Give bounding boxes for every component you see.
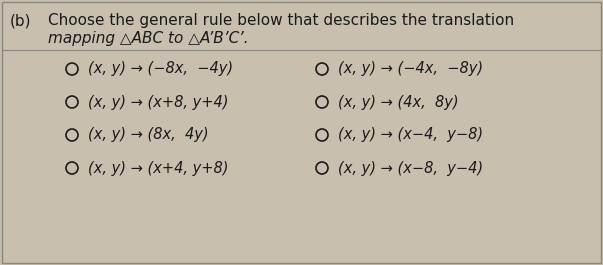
Text: (x, y) → (8x,  4y): (x, y) → (8x, 4y) xyxy=(88,127,209,143)
Text: Choose the general rule below that describes the translation: Choose the general rule below that descr… xyxy=(48,13,514,28)
Text: (x, y) → (x−4,  y−8): (x, y) → (x−4, y−8) xyxy=(338,127,483,143)
Text: (x, y) → (x+8, y+4): (x, y) → (x+8, y+4) xyxy=(88,95,229,109)
Text: mapping △ABC to △A’B’C’.: mapping △ABC to △A’B’C’. xyxy=(48,31,248,46)
Text: (b): (b) xyxy=(10,13,31,28)
Text: (x, y) → (−8x,  −4y): (x, y) → (−8x, −4y) xyxy=(88,61,233,77)
Text: (x, y) → (−4x,  −8y): (x, y) → (−4x, −8y) xyxy=(338,61,483,77)
Text: (x, y) → (x−8,  y−4): (x, y) → (x−8, y−4) xyxy=(338,161,483,175)
Text: (x, y) → (4x,  8y): (x, y) → (4x, 8y) xyxy=(338,95,459,109)
Text: (x, y) → (x+4, y+8): (x, y) → (x+4, y+8) xyxy=(88,161,229,175)
